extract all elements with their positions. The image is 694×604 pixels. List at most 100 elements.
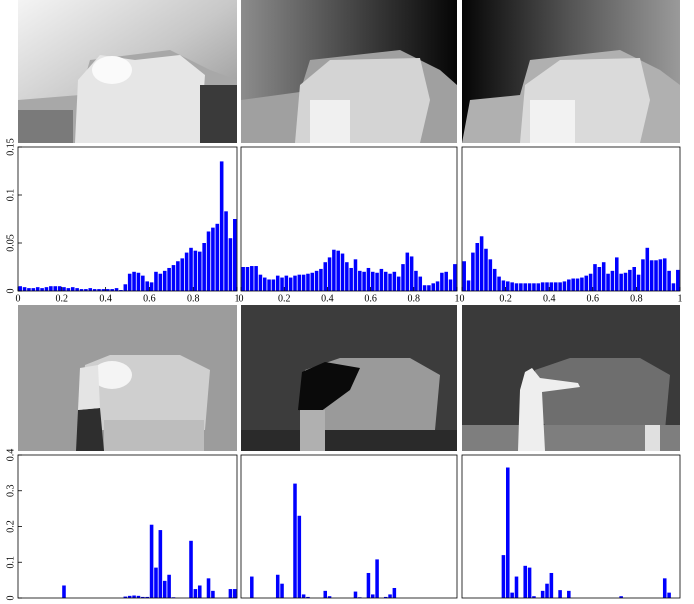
bar xyxy=(663,578,667,598)
bar xyxy=(410,256,414,291)
bar xyxy=(480,236,484,291)
bar xyxy=(202,243,206,291)
bar xyxy=(115,288,119,291)
bar xyxy=(194,251,198,291)
bar xyxy=(141,276,145,291)
bar xyxy=(293,276,297,291)
bar xyxy=(18,286,22,291)
segment-image xyxy=(241,305,457,451)
bar xyxy=(88,288,92,291)
y-tick-label: 0.15 xyxy=(5,138,16,156)
depth-image xyxy=(18,0,237,143)
bar xyxy=(462,261,466,291)
bar xyxy=(541,282,545,291)
bar xyxy=(489,259,493,291)
bar xyxy=(672,283,676,291)
bar xyxy=(401,264,405,291)
bar xyxy=(58,286,62,291)
bar xyxy=(493,269,497,291)
x-tick-label: 0.8 xyxy=(187,293,200,304)
bar xyxy=(145,281,149,291)
bar xyxy=(650,260,654,291)
bar xyxy=(384,272,388,291)
bar xyxy=(367,573,371,598)
bar xyxy=(558,282,562,291)
bar xyxy=(250,577,254,598)
bar xyxy=(154,568,158,598)
bar xyxy=(580,278,584,291)
bar xyxy=(453,264,457,291)
bar xyxy=(280,584,284,598)
bar xyxy=(189,541,193,598)
x-tick-label: 0.2 xyxy=(56,293,69,304)
bar xyxy=(211,228,215,291)
bar xyxy=(306,274,310,291)
bar xyxy=(414,271,418,291)
bar xyxy=(571,279,575,291)
y-tick-label: 0.4 xyxy=(5,449,16,462)
bar xyxy=(475,243,479,291)
bar xyxy=(189,248,193,291)
bar xyxy=(272,279,276,291)
bar xyxy=(419,277,423,291)
x-tick-label: 0 xyxy=(239,293,244,304)
bar xyxy=(354,592,358,598)
bar xyxy=(440,273,444,291)
bar xyxy=(241,267,245,291)
plot-frame xyxy=(462,455,680,598)
bar xyxy=(198,252,202,291)
bar xyxy=(637,275,641,291)
depth-image xyxy=(462,0,680,143)
bar xyxy=(528,568,532,598)
bar xyxy=(354,259,358,291)
bar xyxy=(254,266,258,291)
x-tick-label: 0.2 xyxy=(499,293,512,304)
bar xyxy=(563,281,567,291)
bar xyxy=(163,271,167,291)
bar xyxy=(207,578,211,598)
bar xyxy=(172,265,176,291)
bar xyxy=(150,525,154,598)
bar xyxy=(62,287,66,291)
bar xyxy=(67,288,71,291)
bar xyxy=(567,279,571,291)
bar xyxy=(27,288,31,291)
bar xyxy=(567,591,571,598)
bar xyxy=(510,282,514,291)
x-tick-label: 0.4 xyxy=(543,293,556,304)
bar xyxy=(550,573,554,598)
x-tick-label: 0.8 xyxy=(408,293,421,304)
bar xyxy=(676,270,680,291)
bar xyxy=(502,555,506,598)
bar xyxy=(654,260,658,291)
bar xyxy=(659,259,663,291)
bar xyxy=(180,258,184,291)
y-tick-label: 0.05 xyxy=(5,234,16,252)
bar xyxy=(349,268,353,291)
bar xyxy=(167,268,171,291)
bar xyxy=(558,590,562,598)
plot-frame xyxy=(241,455,457,598)
bar xyxy=(615,257,619,291)
bar xyxy=(358,271,362,291)
x-tick-label: 0.6 xyxy=(364,293,377,304)
bar xyxy=(311,273,315,291)
bar xyxy=(393,272,397,291)
bar xyxy=(150,282,154,291)
bar xyxy=(154,272,158,291)
x-tick-label: 0.6 xyxy=(143,293,156,304)
bar xyxy=(427,285,431,291)
bar xyxy=(646,248,650,291)
bar xyxy=(293,484,297,598)
bar xyxy=(367,268,371,291)
y-tick-label: 0.2 xyxy=(5,520,16,533)
bar xyxy=(198,585,202,598)
bar xyxy=(444,272,448,291)
bar xyxy=(159,274,163,291)
bar xyxy=(584,276,588,291)
x-tick-label: 0 xyxy=(16,293,21,304)
bar xyxy=(71,287,75,291)
bar xyxy=(229,589,233,598)
x-tick-label: 0.4 xyxy=(99,293,112,304)
bar xyxy=(519,283,523,291)
